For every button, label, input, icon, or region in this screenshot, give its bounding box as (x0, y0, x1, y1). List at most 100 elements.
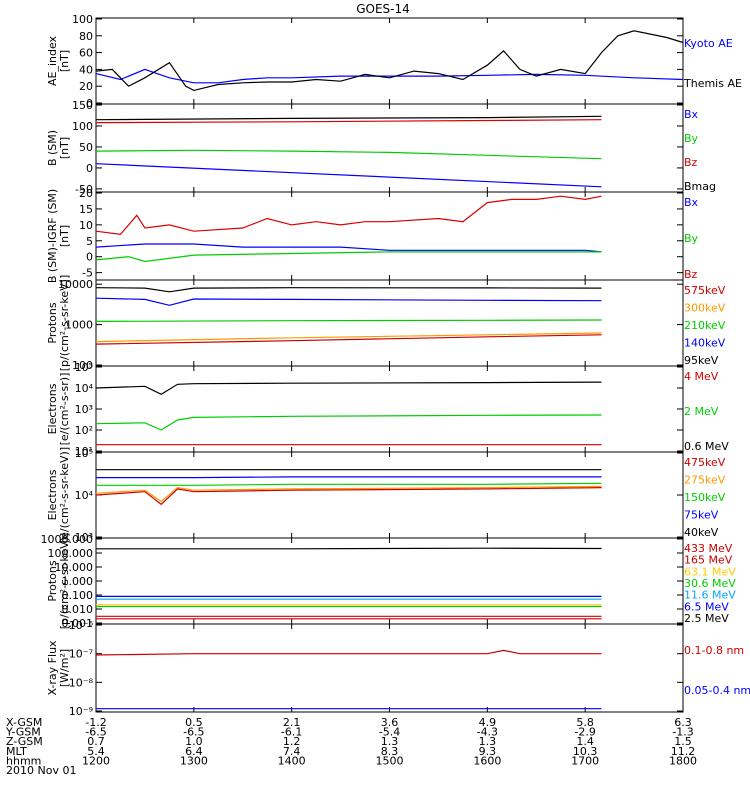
legend-entry: 275keV (684, 474, 726, 487)
legend-entry: 575keV (684, 284, 726, 297)
panel-frame (95, 537, 684, 625)
ephemeris-value: -4.3 (477, 726, 498, 739)
ephemeris-value: 1.2 (283, 735, 301, 748)
legend-entry: 6.5 MeV (684, 600, 729, 613)
legend-entry: 433 MeV (684, 542, 733, 555)
ephemeris-value: -5.4 (379, 726, 400, 739)
ephemeris-value: 6.3 (674, 716, 692, 729)
ephemeris-value: 3.6 (381, 716, 399, 729)
legend-entry: Bz (684, 268, 698, 281)
legend-entry: 140keV (684, 337, 726, 350)
y-tick-label: 1000 (65, 319, 93, 332)
y-axis-label: B (SM)[nT] (46, 130, 71, 166)
legend-entry: 75keV (684, 509, 719, 522)
panel-bdiff: -5 0 5 10 15 20 B (SM)-IGRF (SM)[nT] Bx By Bz (46, 187, 699, 283)
y-tick-label: 10.000 (55, 561, 94, 574)
legend-entry: 475keV (684, 456, 726, 469)
legend-entry: 0.1-0.8 nm (684, 644, 744, 657)
ephemeris-value: -2.9 (574, 726, 595, 739)
panel-electrons-mev: 10¹ 10² 10³ 10⁴ 10⁵ Electrons[e/(cm²-s-sr)] 4 … (46, 361, 729, 458)
series-275kev (95, 485, 602, 503)
y-tick-label: 100 (72, 120, 93, 133)
series-bz (95, 119, 602, 124)
y-tick-label: 0.010 (62, 603, 94, 616)
panel-protons-mev: 0.0010.0100.1001.00010.000100.0001000.00… (41, 533, 737, 630)
legend-entry: Kyoto AE (684, 37, 733, 50)
legend-entry: 95keV (684, 354, 719, 367)
legend-entry: Bx (684, 108, 699, 121)
y-tick-label: 0.001 (62, 617, 94, 630)
panel-electrons-kev: 10³ 10⁴ 10⁵ Electrons[e/(cm²-s-sr-keV)] 475k… (46, 447, 726, 544)
y-tick-label: 80 (79, 30, 93, 43)
legend-entry: 30.6 MeV (684, 577, 736, 590)
ephemeris-value: 11.2 (671, 745, 696, 758)
y-tick-label: 20 (79, 80, 93, 93)
legend-entry: 0.05-0.4 nm (684, 684, 750, 697)
ephemeris-row-label: X-GSM (6, 716, 42, 729)
legend-entry: 210keV (684, 319, 726, 332)
series-2-5-mev (96, 547, 602, 550)
y-tick-label: 10² (75, 424, 93, 437)
ephemeris-value: 8.3 (381, 745, 399, 758)
ephemeris-value: 1.4 (576, 735, 594, 748)
y-tick-label: 10⁻⁹ (69, 705, 93, 718)
plot-title: GOES-14 (356, 2, 410, 16)
y-tick-label: 1.000 (62, 575, 94, 588)
series-475kev (95, 487, 602, 506)
ephemeris-row-label: Y-GSM (5, 726, 41, 739)
y-axis-label: Electrons[e/(cm²-s-sr)] (46, 373, 71, 446)
series-bx (95, 243, 602, 253)
legend-entry: Themis AE (683, 77, 742, 90)
legend-entry: By (684, 232, 699, 245)
series-kyoto-ae (95, 68, 684, 84)
series-210kev (95, 319, 602, 322)
series-themis-ae (95, 30, 684, 92)
panel-frame (95, 451, 684, 539)
y-tick-label: 10000 (58, 278, 93, 291)
y-tick-label: 0 (86, 251, 93, 264)
series-0-6-mev (95, 381, 602, 395)
legend-entry: By (684, 132, 699, 145)
panel-frame (95, 365, 684, 453)
y-tick-label: -50 (75, 183, 93, 196)
y-tick-label: 10⁵ (75, 447, 93, 460)
series-0-1-0-8-nm (95, 649, 602, 656)
legend-entry: 63.1 MeV (684, 565, 736, 578)
y-axis-label: Protons[p/(cm²-s-sr-keV)] (46, 275, 71, 372)
ephemeris-value: 2.1 (283, 716, 301, 729)
y-tick-label: 100 (72, 13, 93, 26)
y-axis-label: Protons[p/(cm²-s-sr-keV)] (46, 533, 71, 630)
y-tick-label: 10 (79, 219, 93, 232)
ephemeris-value: 0.7 (87, 735, 105, 748)
y-tick-label: 10⁻⁶ (69, 619, 94, 632)
series-575kev (95, 334, 602, 345)
ephemeris-value: -6.5 (183, 726, 204, 739)
y-tick-label: 0 (86, 97, 93, 110)
y-tick-label: 0 (86, 162, 93, 175)
y-tick-label: 10³ (75, 531, 93, 544)
legend-entry: 11.6 MeV (684, 589, 736, 602)
ephemeris-value: 1300 (180, 754, 208, 767)
y-tick-label: 100.000 (48, 547, 94, 560)
legend-entry: 165 MeV (684, 554, 733, 567)
ephemeris-value: 1600 (473, 754, 501, 767)
y-tick-label: 50 (79, 141, 93, 154)
ephemeris-value: 5.4 (87, 745, 105, 758)
ephemeris-value: -6.1 (281, 726, 302, 739)
y-axis-label: AE_index[nT] (46, 35, 71, 86)
legend-entry: 2 MeV (684, 405, 719, 418)
panel-frame (95, 191, 684, 281)
ephemeris-value: 1200 (82, 754, 110, 767)
ephemeris-value: 1700 (571, 754, 599, 767)
date-label: 2010 Nov 01 (6, 764, 76, 777)
ephemeris-value: 7.4 (283, 745, 301, 758)
y-tick-label: 20 (79, 187, 93, 200)
legend-entry: 4 MeV (684, 370, 719, 383)
y-axis-label: Electrons[e/(cm²-s-sr-keV)] (46, 447, 71, 543)
y-tick-label: 100 (72, 359, 93, 372)
ephemeris-value: 1.0 (185, 735, 203, 748)
series-140kev (95, 297, 602, 306)
ephemeris-value: 0.5 (185, 716, 203, 729)
legend-entry: 300keV (684, 302, 726, 315)
